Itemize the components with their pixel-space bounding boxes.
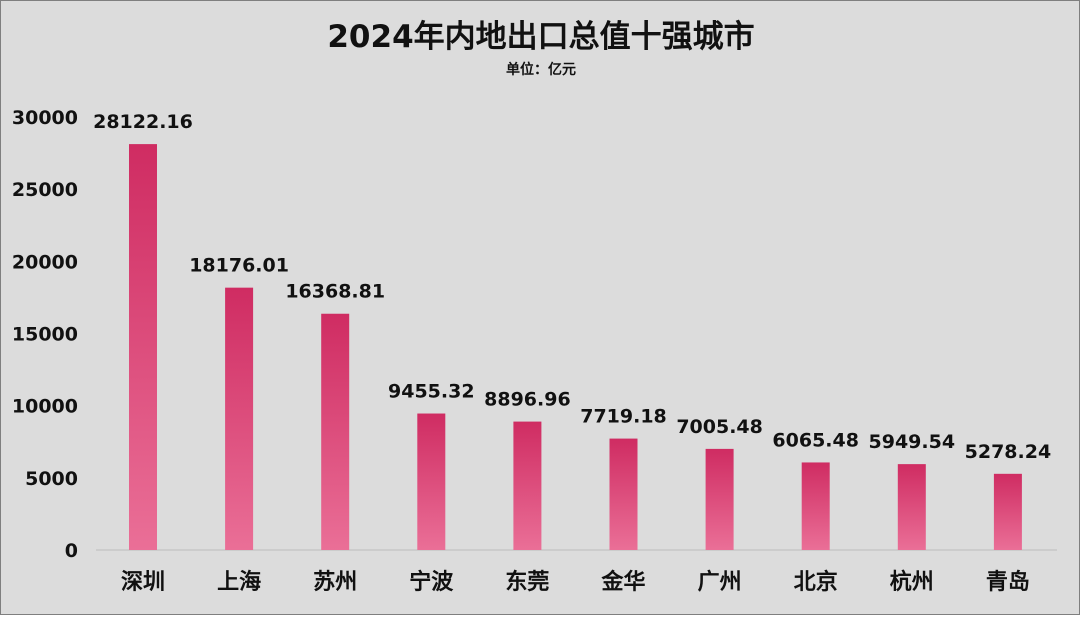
- y-tick-label: 25000: [12, 179, 78, 201]
- x-tick-label: 深圳: [121, 570, 165, 595]
- data-label: 9455.32: [388, 381, 475, 403]
- x-tick-label: 北京: [794, 569, 838, 595]
- data-label: 5949.54: [869, 431, 956, 453]
- bar: [129, 144, 157, 550]
- chart-title: 2024年内地出口总值十强城市: [327, 19, 754, 55]
- x-axis-labels: 深圳 上海 苏州 宁波 东莞 金华 广州 北京 杭州 青岛: [121, 569, 1030, 595]
- x-tick-label: 杭州: [890, 569, 934, 595]
- data-label: 7005.48: [676, 416, 763, 438]
- bar-series: [129, 144, 1022, 550]
- y-axis-ticks: 0 5000 10000 15000 20000 25000 30000: [12, 107, 78, 562]
- x-tick-label: 东莞: [505, 569, 549, 595]
- bar: [513, 421, 542, 550]
- bar: [801, 462, 830, 550]
- bar: [417, 413, 446, 550]
- bar: [609, 438, 638, 550]
- bar: [993, 473, 1022, 550]
- x-tick-label: 青岛: [986, 569, 1030, 595]
- y-tick-label: 15000: [12, 324, 78, 346]
- x-tick-label: 金华: [600, 569, 645, 595]
- chart-subtitle: 单位：亿元: [506, 61, 576, 78]
- y-tick-label: 5000: [25, 468, 78, 490]
- data-label: 28122.16: [93, 111, 193, 133]
- data-label: 5278.24: [965, 441, 1052, 463]
- y-tick-label: 20000: [12, 251, 78, 273]
- data-label: 8896.96: [484, 389, 571, 411]
- bar: [705, 448, 734, 550]
- data-label: 18176.01: [189, 255, 289, 277]
- bar: [321, 313, 350, 550]
- data-label: 7719.18: [580, 406, 667, 428]
- y-tick-label: 30000: [12, 107, 78, 129]
- data-labels: 28122.16 18176.01 16368.81 9455.32 8896.96 77…: [93, 111, 1051, 463]
- bar: [225, 287, 254, 550]
- data-label: 16368.81: [285, 281, 385, 303]
- x-tick-label: 苏州: [313, 569, 357, 595]
- x-tick-label: 广州: [698, 569, 742, 595]
- y-tick-label: 0: [65, 540, 78, 562]
- bar: [897, 464, 926, 550]
- x-tick-label: 上海: [217, 569, 261, 595]
- x-tick-label: 宁波: [409, 569, 454, 595]
- data-label: 6065.48: [772, 429, 859, 451]
- y-tick-label: 10000: [12, 396, 78, 418]
